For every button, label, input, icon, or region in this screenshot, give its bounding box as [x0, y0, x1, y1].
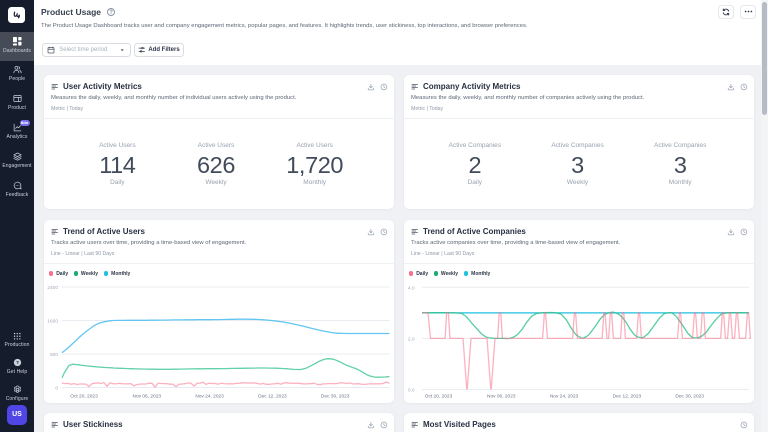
- svg-text:Nov 06, 2023: Nov 06, 2023: [133, 394, 162, 400]
- svg-text:Nov 24, 2023: Nov 24, 2023: [195, 394, 224, 400]
- svg-text:Dec 12, 2023: Dec 12, 2023: [258, 394, 287, 400]
- svg-text:Dec 30, 2023: Dec 30, 2023: [675, 394, 704, 400]
- svg-text:4.0: 4.0: [408, 285, 415, 291]
- svg-text:2.0: 2.0: [408, 336, 415, 342]
- svg-text:1600: 1600: [47, 319, 58, 325]
- svg-text:0: 0: [55, 386, 58, 392]
- svg-text:Oct 20, 2023: Oct 20, 2023: [425, 394, 453, 400]
- svg-text:Dec 30, 2023: Dec 30, 2023: [321, 394, 350, 400]
- svg-text:?: ?: [16, 360, 19, 366]
- svg-text:Nov 06, 2023: Nov 06, 2023: [487, 394, 516, 400]
- svg-text:Dec 12, 2023: Dec 12, 2023: [613, 394, 642, 400]
- svg-text:Nov 24, 2023: Nov 24, 2023: [550, 394, 579, 400]
- svg-text:2400: 2400: [47, 285, 58, 291]
- svg-text:Oct 20, 2023: Oct 20, 2023: [70, 394, 98, 400]
- svg-text:0.0: 0.0: [408, 388, 415, 394]
- svg-text:800: 800: [50, 352, 58, 358]
